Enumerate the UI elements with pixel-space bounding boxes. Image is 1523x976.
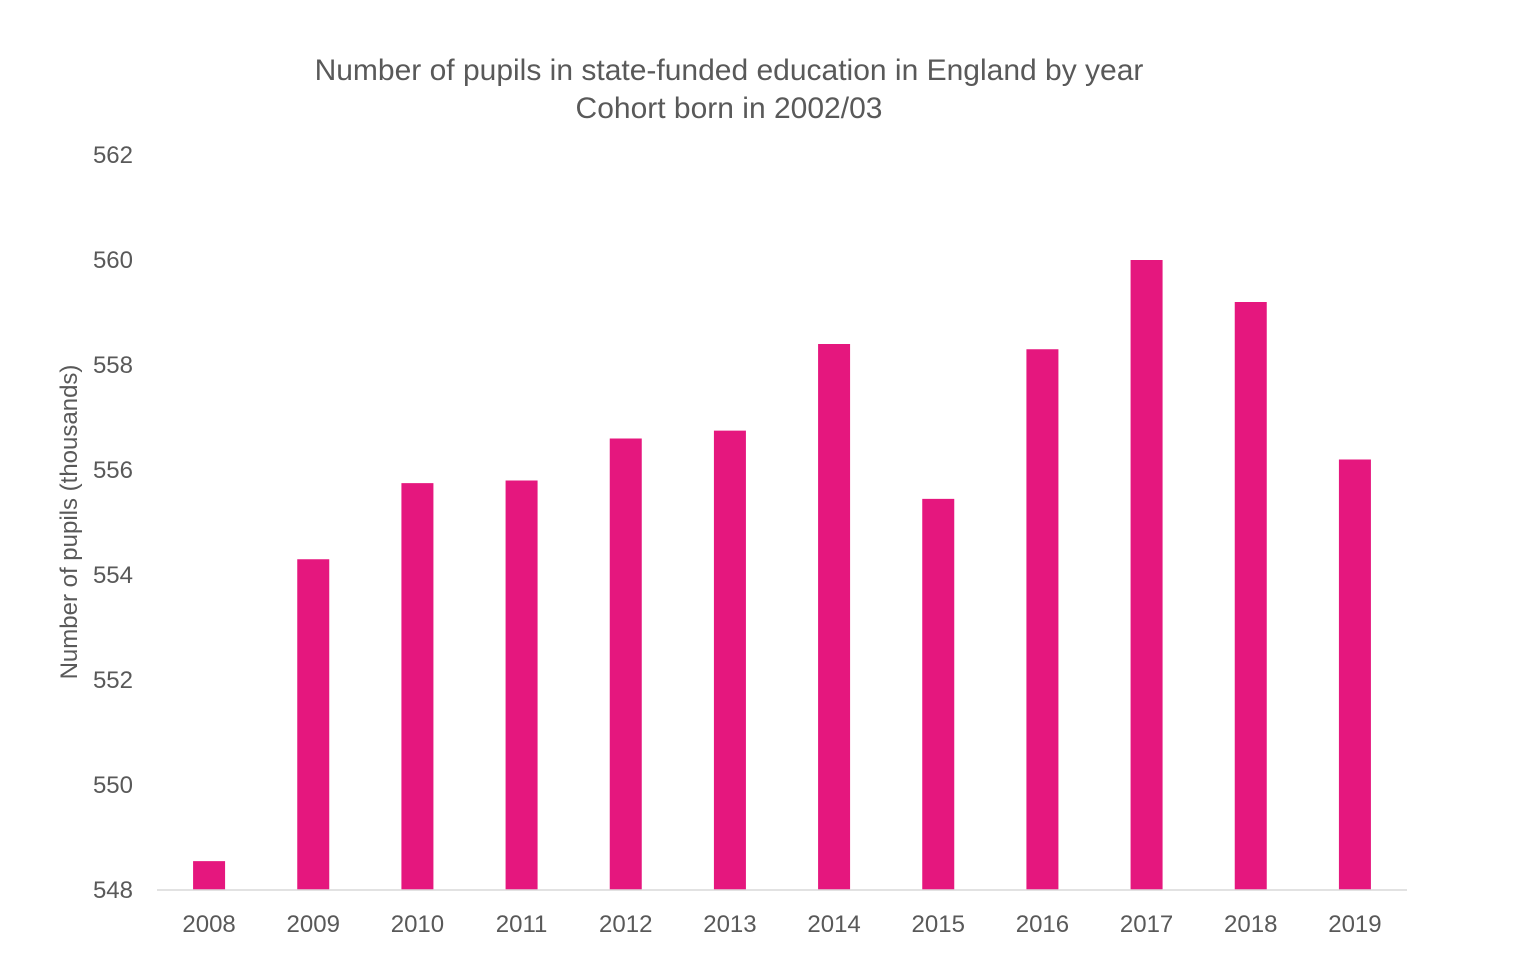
bar-2019: [1338, 459, 1371, 890]
y-tick-label: 548: [93, 877, 133, 904]
y-tick-label: 552: [93, 667, 133, 694]
x-tick-label: 2013: [703, 911, 756, 938]
y-tick-label: 550: [93, 772, 133, 799]
x-tick-label: 2008: [182, 911, 235, 938]
x-tick-label: 2014: [807, 911, 860, 938]
x-tick-label: 2016: [1016, 911, 1069, 938]
x-tick-label: 2012: [599, 911, 652, 938]
bars-group: [193, 260, 1371, 891]
y-axis-ticks: 548 550 552 554 556 558 560 562: [93, 142, 133, 904]
y-tick-label: 554: [93, 562, 133, 589]
x-tick-label: 2010: [391, 911, 444, 938]
bar-2012: [609, 438, 642, 890]
y-axis-title: Number of pupils (thousands): [56, 365, 83, 680]
bar-2009: [297, 559, 330, 890]
x-axis-ticks: 2008 2009 2010 2011 2012 2013 2014 2015 2016 2017…: [182, 911, 1381, 938]
bar-2015: [922, 498, 955, 890]
chart-title: Number of pupils in state-funded educati…: [315, 54, 1144, 87]
x-tick-label: 2009: [287, 911, 340, 938]
y-tick-label: 560: [93, 247, 133, 274]
x-tick-label: 2019: [1328, 911, 1381, 938]
x-tick-label: 2011: [496, 911, 548, 938]
x-tick-label: 2017: [1120, 911, 1173, 938]
bar-2016: [1026, 349, 1059, 890]
x-tick-label: 2018: [1224, 911, 1277, 938]
chart-subtitle: Cohort born in 2002/03: [576, 92, 883, 125]
y-tick-label: 556: [93, 457, 133, 484]
y-tick-label: 558: [93, 352, 133, 379]
x-tick-label: 2015: [912, 911, 965, 938]
bar-2011: [505, 480, 538, 890]
y-tick-label: 562: [93, 142, 133, 169]
bar-2013: [713, 430, 746, 891]
bar-2014: [818, 344, 851, 890]
bar-2018: [1234, 302, 1267, 890]
bar-2010: [401, 483, 434, 891]
bar-2008: [193, 861, 226, 890]
bar-2017: [1130, 260, 1163, 890]
